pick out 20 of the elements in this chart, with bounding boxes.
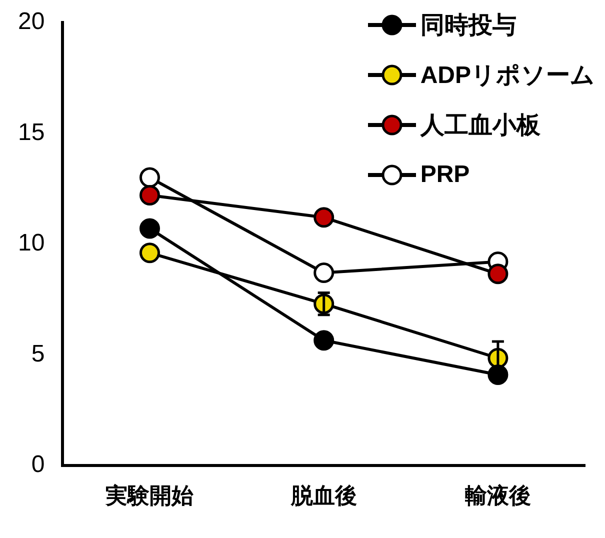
- legend-label: PRP: [420, 161, 470, 189]
- point: [139, 167, 160, 188]
- point: [314, 330, 334, 351]
- point: [314, 262, 334, 284]
- y-tick-label: 20: [18, 8, 45, 36]
- legend-label: ADPリポソーム: [420, 61, 595, 91]
- x-tick-label: 脱血後: [290, 482, 357, 508]
- x-tick-label: 実験開始: [104, 482, 194, 508]
- y-tick-label: 10: [18, 230, 45, 257]
- y-tick-label: 5: [31, 340, 45, 368]
- point: [139, 242, 160, 264]
- legend-label: 同時投与: [420, 11, 516, 41]
- x-tick-label: 輸液後: [464, 482, 531, 508]
- y-tick-label: 15: [18, 118, 45, 146]
- legend-label: 人工血小板: [420, 111, 540, 141]
- point: [139, 185, 160, 206]
- point: [314, 207, 334, 228]
- point: [139, 218, 160, 239]
- y-tick-label: 0: [31, 451, 45, 478]
- point: [488, 264, 508, 284]
